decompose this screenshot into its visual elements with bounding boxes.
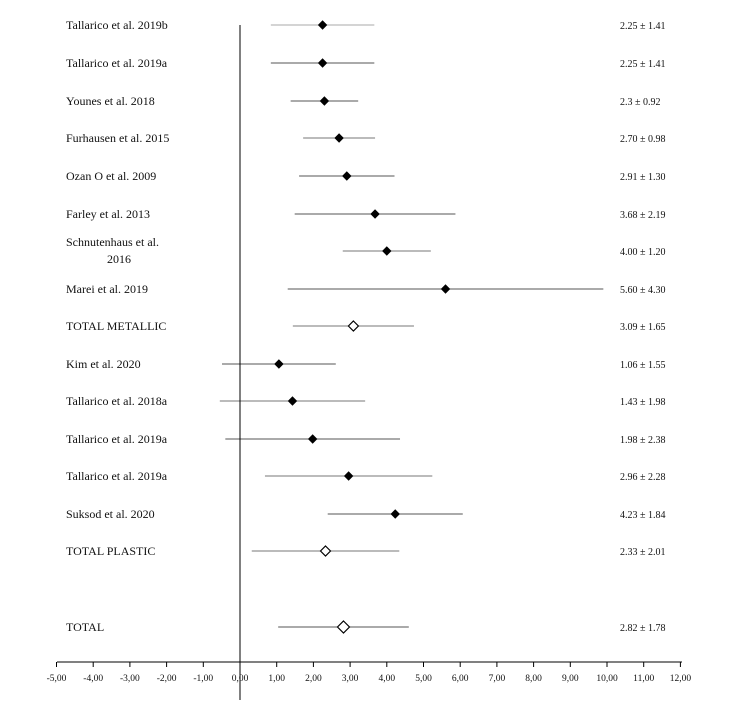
point-estimate-marker (440, 284, 451, 294)
x-tick-label: -1,00 (193, 674, 213, 684)
x-tick-label: 9,00 (562, 674, 579, 684)
value-label: 4.00 ± 1.20 (620, 247, 666, 258)
forest-row: Tallarico et al. 2019a 2.25 ± 1.41 (66, 56, 666, 70)
forest-row: Suksod et al. 2020 4.23 ± 1.84 (66, 507, 666, 521)
value-label: 4.23 ± 1.84 (620, 510, 666, 521)
study-label: Tallarico et al. 2019a (66, 469, 168, 483)
value-label: 3.68 ± 2.19 (620, 210, 666, 221)
forest-row: Kim et al. 2020 1.06 ± 1.55 (66, 357, 666, 371)
study-label: TOTAL METALLIC (66, 319, 166, 333)
study-label: Younes et al. 2018 (66, 94, 155, 108)
point-estimate-marker (287, 396, 298, 406)
point-estimate-marker (343, 471, 354, 481)
x-tick-label: 1,00 (268, 674, 285, 684)
value-label: 2.70 ± 0.98 (620, 134, 666, 145)
study-label: Farley et al. 2013 (66, 207, 150, 221)
study-label: Schnutenhaus et al. 2016 (66, 235, 159, 266)
value-label: 2.91 ± 1.30 (620, 172, 666, 183)
study-label: Kim et al. 2020 (66, 357, 141, 371)
pooled-estimate-marker (319, 545, 332, 557)
study-label: Tallarico et al. 2019a (66, 432, 168, 446)
point-estimate-marker (342, 171, 352, 181)
x-tick-label: -3,00 (120, 674, 140, 684)
x-tick-label: 0,00 (232, 674, 249, 684)
x-tick-label: 4,00 (378, 674, 395, 684)
value-label: 2.25 ± 1.41 (620, 59, 666, 70)
study-label: Furhausen et al. 2015 (66, 131, 169, 145)
forest-row: Ozan O et al. 2009 2.91 ± 1.30 (66, 169, 666, 183)
point-estimate-marker (307, 434, 318, 444)
point-estimate-marker (382, 246, 392, 256)
study-label-line: 2016 (107, 252, 131, 266)
study-label: Suksod et al. 2020 (66, 507, 155, 521)
x-tick-label: -5,00 (47, 674, 67, 684)
study-label-line: Schnutenhaus et al. (66, 235, 159, 249)
forest-row: Farley et al. 2013 3.68 ± 2.19 (66, 207, 666, 221)
x-tick-label: -4,00 (83, 674, 103, 684)
value-label: 1.98 ± 2.38 (620, 435, 666, 446)
value-label: 2.33 ± 2.01 (620, 547, 666, 558)
point-estimate-marker (319, 96, 330, 106)
x-tick-label: 11,00 (633, 674, 654, 684)
forest-row: TOTAL 2.82 ± 1.78 (66, 620, 666, 634)
study-label: TOTAL (66, 620, 104, 634)
forest-rows: Tallarico et al. 2019b 2.25 ± 1.41Tallari… (66, 18, 666, 634)
value-label: 2.3 ± 0.92 (620, 97, 661, 108)
x-tick-label: 6,00 (452, 674, 469, 684)
value-label: 2.25 ± 1.41 (620, 21, 666, 32)
forest-row: Furhausen et al. 2015 2.70 ± 0.98 (66, 131, 666, 145)
point-estimate-marker (334, 133, 344, 143)
value-label: 2.96 ± 2.28 (620, 472, 666, 483)
pooled-estimate-marker (347, 320, 360, 332)
x-tick-label: 3,00 (342, 674, 359, 684)
value-label: 5.60 ± 4.30 (620, 285, 666, 296)
point-estimate-marker (274, 359, 284, 369)
study-label: Ozan O et al. 2009 (66, 169, 156, 183)
study-label: TOTAL PLASTIC (66, 544, 155, 558)
study-label: Tallarico et al. 2018a (66, 394, 168, 408)
study-label: Marei et al. 2019 (66, 282, 148, 296)
point-estimate-marker (317, 58, 328, 68)
point-estimate-marker (390, 509, 400, 519)
value-label: 1.43 ± 1.98 (620, 397, 666, 408)
x-tick-label: -2,00 (157, 674, 177, 684)
pooled-estimate-marker (336, 620, 351, 634)
study-label: Tallarico et al. 2019a (66, 56, 168, 70)
x-axis: -5,00 -4,00 -3,00 -2,00 -1,00 0,00 1,00 2,00 3,0… (47, 25, 692, 700)
x-tick-label: 8,00 (525, 674, 542, 684)
x-tick-label: 10,00 (596, 674, 618, 684)
forest-row: Tallarico et al. 2019a 1.98 ± 2.38 (66, 432, 666, 446)
x-tick-label: 12,00 (670, 674, 692, 684)
forest-row: Tallarico et al. 2019b 2.25 ± 1.41 (66, 18, 666, 32)
forest-row: Marei et al. 2019 5.60 ± 4.30 (66, 282, 666, 296)
forest-row: Tallarico et al. 2019a 2.96 ± 2.28 (66, 469, 666, 483)
forest-row: Schnutenhaus et al. 2016 4.00 ± 1.20 (66, 235, 666, 266)
point-estimate-marker (317, 20, 328, 30)
forest-row: Tallarico et al. 2018a 1.43 ± 1.98 (66, 394, 666, 408)
point-estimate-marker (370, 209, 380, 219)
value-label: 2.82 ± 1.78 (620, 623, 666, 634)
forest-row: Younes et al. 2018 2.3 ± 0.92 (66, 94, 661, 108)
x-tick-label: 5,00 (415, 674, 432, 684)
x-tick-label: 7,00 (489, 674, 506, 684)
value-label: 3.09 ± 1.65 (620, 322, 666, 333)
forest-row: TOTAL METALLIC 3.09 ± 1.65 (66, 319, 666, 333)
forest-row: TOTAL PLASTIC 2.33 ± 2.01 (66, 544, 666, 558)
x-tick-label: 2,00 (305, 674, 322, 684)
value-label: 1.06 ± 1.55 (620, 360, 666, 371)
study-label: Tallarico et al. 2019b (66, 18, 168, 32)
